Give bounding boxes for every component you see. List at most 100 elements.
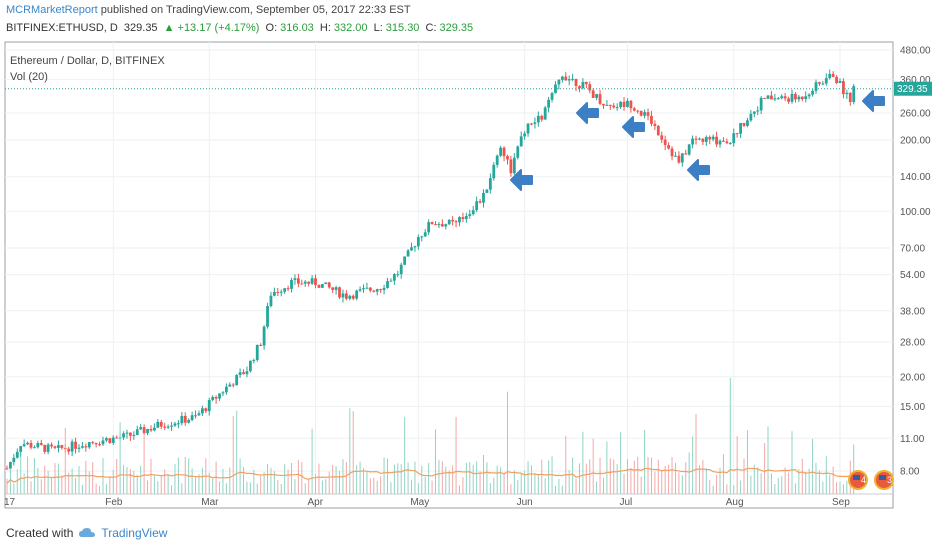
arrow-3-icon: [622, 116, 645, 138]
candle-body: [183, 415, 187, 423]
candle-body: [139, 427, 143, 430]
candle-body: [228, 384, 232, 387]
candle-body: [742, 123, 746, 126]
footer: Created with TradingView: [6, 526, 167, 540]
candle-body: [636, 110, 640, 112]
candle-body: [290, 279, 293, 289]
candle-body: [238, 372, 242, 376]
x-tick-label: Jul: [619, 497, 632, 508]
candle-body: [293, 278, 297, 280]
candle-body: [800, 96, 804, 100]
price-chart[interactable]: 480.00 360.00 260.00 200.00 140.00 100.00 70.0…: [0, 40, 932, 520]
candle-body: [187, 419, 191, 423]
flag-canton: [879, 475, 886, 480]
candle-body: [22, 444, 26, 447]
candle-body: [667, 145, 671, 149]
candle-body: [406, 250, 410, 257]
candle-body: [612, 105, 616, 108]
candle-body: [704, 136, 708, 142]
candle-body: [554, 84, 557, 94]
candle-body: [403, 256, 407, 265]
candle-body: [331, 287, 335, 290]
candle-body: [338, 287, 341, 298]
candle-body: [81, 446, 84, 448]
candle-body: [852, 86, 856, 103]
candle-body: [626, 100, 629, 107]
candle-body: [608, 104, 612, 106]
candle-body: [650, 115, 653, 124]
candle-body: [296, 278, 300, 284]
candle-body: [221, 392, 225, 394]
candle-body: [512, 157, 516, 174]
candle-body: [111, 437, 115, 443]
candle-body: [680, 153, 684, 163]
candle-body: [482, 192, 485, 203]
last-price-label: 329.35: [897, 84, 928, 95]
arrow-2-icon: [576, 102, 599, 124]
candle-body: [530, 123, 533, 125]
y-tick-label: 15.00: [900, 402, 925, 413]
last-price-tag: [894, 81, 932, 96]
candle-body: [77, 447, 81, 449]
candle-body: [379, 289, 383, 291]
candle-body: [231, 384, 235, 386]
candle-body: [564, 76, 568, 81]
y-tick-label: 70.00: [900, 243, 925, 254]
candle-body: [344, 293, 348, 299]
candle-body: [348, 295, 352, 299]
x-tick-label: May: [410, 497, 429, 508]
candle-body: [598, 94, 602, 104]
candle-body: [838, 81, 842, 84]
candle-body: [365, 287, 369, 289]
x-tick-label: Aug: [726, 497, 744, 508]
candle-body: [773, 98, 777, 100]
candle-body: [176, 423, 180, 425]
x-tick-label: Sep: [832, 497, 850, 508]
candle-body: [129, 432, 132, 436]
candle-body: [108, 438, 112, 443]
candle-body: [461, 217, 465, 220]
candle-body: [279, 291, 283, 293]
candle-body: [728, 143, 732, 145]
candle-body: [715, 136, 718, 145]
candle-body: [19, 446, 23, 452]
arrow-5-icon: [862, 90, 885, 112]
candle-body: [578, 86, 581, 89]
candle-body: [557, 79, 561, 85]
candle-body: [266, 306, 269, 327]
tradingview-brand[interactable]: TradingView: [101, 526, 168, 540]
candle-body: [211, 396, 215, 400]
up-triangle-icon: ▲: [163, 22, 175, 34]
candle-body: [790, 93, 794, 102]
candle-body: [519, 136, 523, 147]
candle-body: [615, 107, 619, 109]
tradingview-logo-icon: [79, 528, 96, 537]
candle-body: [180, 415, 184, 424]
candle-body: [50, 444, 53, 447]
y-tick-label: 360.00: [900, 75, 931, 86]
author-link[interactable]: MCRMarketReport: [6, 4, 98, 16]
candle-body: [142, 427, 146, 434]
candle-body: [70, 441, 74, 452]
candle-body: [33, 447, 36, 449]
x-tick-label: Mar: [201, 497, 219, 508]
candle-body: [475, 201, 479, 211]
candle-body: [386, 281, 389, 288]
candle-body: [272, 291, 276, 296]
candle-body: [451, 219, 455, 222]
high-label: H:: [319, 22, 331, 34]
candle-body: [499, 147, 503, 156]
candle-body: [670, 148, 674, 157]
candle-body: [334, 287, 338, 290]
candle-body: [9, 462, 12, 469]
symbol-label: BITFINEX:ETHUSD, D: [6, 22, 118, 34]
candle-body: [259, 344, 263, 346]
candle-body: [458, 217, 461, 223]
candle-body: [153, 427, 156, 431]
candle-body: [327, 282, 331, 288]
candle-body: [29, 442, 33, 448]
candle-body: [372, 290, 376, 292]
y-tick-label: 260.00: [900, 109, 931, 120]
candle-body: [190, 415, 194, 420]
candle-body: [831, 73, 835, 77]
